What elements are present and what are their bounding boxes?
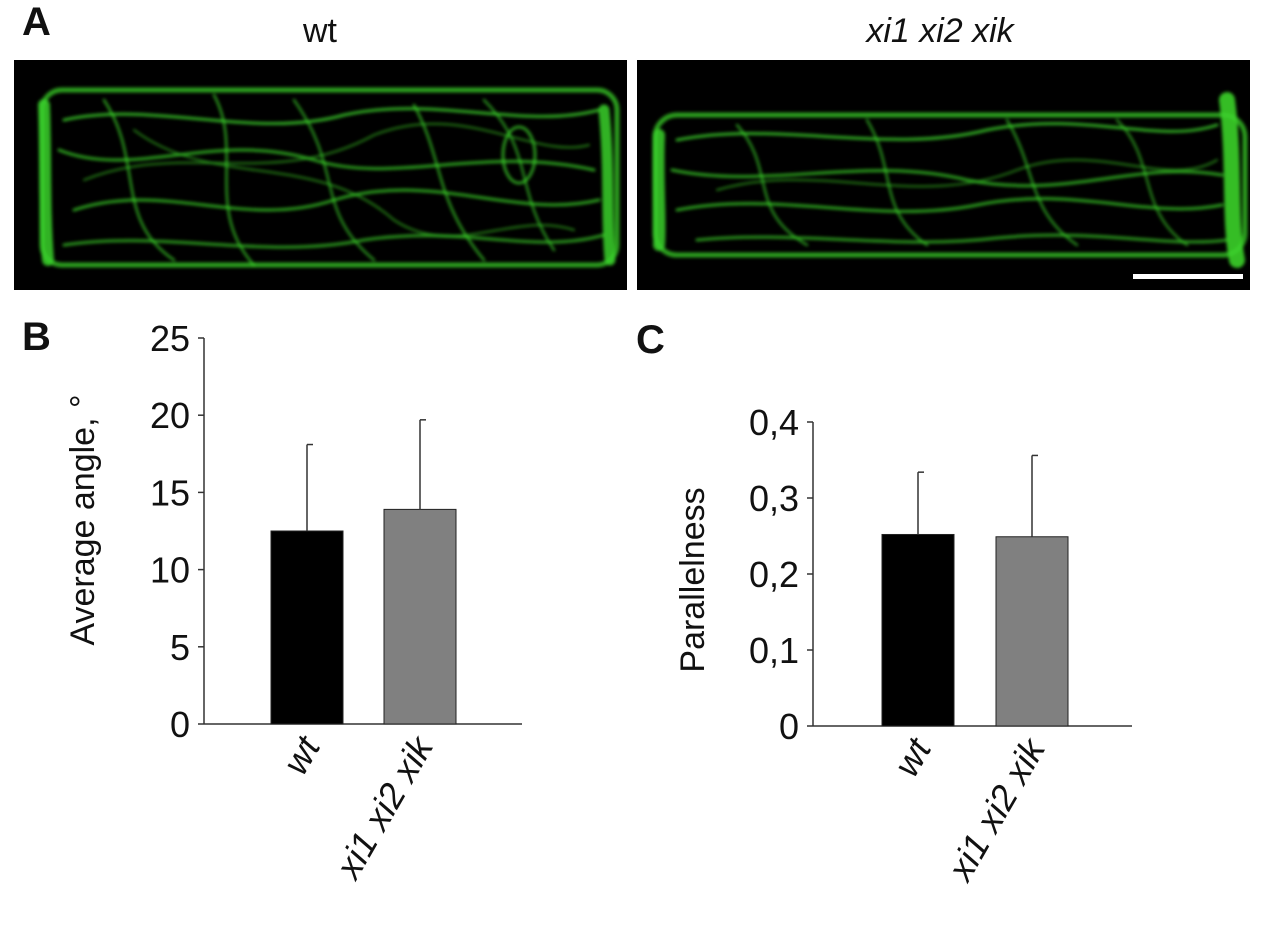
y-tick-label: 20: [150, 395, 190, 436]
y-axis-label: Average angle, °: [64, 394, 102, 645]
y-tick-label: 10: [150, 550, 190, 591]
x-category-label: wt: [885, 730, 940, 783]
mutant-image-title: xi1 xi2 xik: [866, 12, 1014, 50]
chart-c-parallelness: 0 0,1 0,2 0,3 0,4 wt xi1 xi2 xik Parallelness: [674, 402, 1132, 889]
y-tick-label: 0,2: [749, 554, 799, 595]
bar-mutant: [995, 536, 1069, 727]
scale-bar: [1133, 274, 1243, 279]
wt-image-title: wt: [303, 12, 337, 50]
panel-b-label: B: [22, 315, 51, 359]
x-category-label: xi1 xi2 xik: [326, 728, 442, 887]
y-tick-label: 0,3: [749, 478, 799, 519]
y-tick-label: 15: [150, 472, 190, 513]
chart-b-average-angle: 0 5 10 15 20 25 wt xi1 xi2 xik Average angle, °: [64, 318, 522, 887]
y-tick-label: 0: [170, 704, 190, 745]
y-tick-label: 25: [150, 318, 190, 359]
wt-micrograph: [14, 60, 627, 290]
wt-micrograph-svg: [14, 60, 627, 290]
bar-mutant: [383, 508, 457, 725]
y-tick-label: 5: [170, 627, 190, 668]
y-axis-label: Parallelness: [674, 487, 712, 672]
bar-wt: [270, 530, 344, 725]
y-tick-label: 0: [779, 706, 799, 747]
y-tick-label: 0,1: [749, 630, 799, 671]
bar-wt: [881, 533, 955, 727]
panel-a-label: A: [22, 0, 51, 44]
panel-c-label: C: [636, 318, 665, 362]
mutant-micrograph: [637, 60, 1250, 290]
y-tick-label: 0,4: [749, 402, 799, 443]
x-category-label: wt: [274, 728, 329, 781]
mutant-micrograph-svg: [637, 60, 1250, 290]
x-category-label: xi1 xi2 xik: [938, 730, 1054, 889]
